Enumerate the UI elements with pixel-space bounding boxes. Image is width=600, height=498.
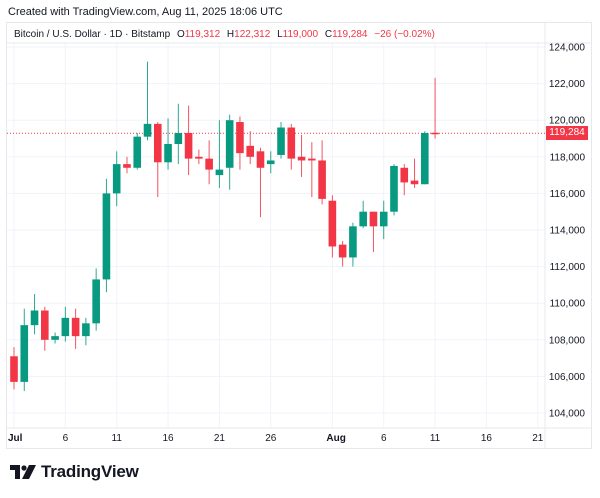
candle[interactable] bbox=[277, 122, 285, 159]
y-axis-tick-label: 124,000 bbox=[549, 43, 586, 54]
low-label: L bbox=[277, 29, 283, 40]
candle[interactable] bbox=[369, 211, 378, 252]
close-value: 119,284 bbox=[332, 29, 368, 40]
x-axis-tick-label: 16 bbox=[162, 433, 174, 444]
candle[interactable] bbox=[287, 123, 296, 170]
candle[interactable] bbox=[256, 147, 265, 218]
x-axis-tick-label: 21 bbox=[532, 433, 544, 444]
candle[interactable] bbox=[400, 164, 409, 196]
candle[interactable] bbox=[92, 268, 100, 331]
candle[interactable] bbox=[102, 178, 111, 293]
y-axis-tick-label: 106,000 bbox=[549, 372, 586, 383]
candle[interactable] bbox=[174, 103, 183, 165]
candle[interactable] bbox=[82, 317, 90, 346]
candle[interactable] bbox=[410, 158, 419, 188]
candle[interactable] bbox=[225, 114, 234, 190]
candle[interactable] bbox=[390, 164, 398, 216]
x-axis-tick-label: 11 bbox=[112, 433, 123, 444]
candle[interactable] bbox=[431, 77, 439, 139]
open-value: 119,312 bbox=[184, 29, 221, 40]
open-label: O bbox=[176, 29, 185, 40]
candle[interactable] bbox=[379, 200, 388, 240]
created-with-caption: Created with TradingView.com, Aug 11, 20… bbox=[8, 6, 283, 18]
x-axis-tick-label: 16 bbox=[481, 433, 493, 444]
close-label: C bbox=[324, 29, 333, 40]
y-axis-tick-label: 120,000 bbox=[549, 116, 586, 127]
candle[interactable] bbox=[328, 195, 337, 258]
candle[interactable] bbox=[123, 156, 131, 174]
y-axis-tick-label: 112,000 bbox=[550, 262, 586, 273]
y-axis-tick-label: 122,000 bbox=[549, 79, 586, 90]
high-label: H bbox=[226, 29, 235, 40]
high-value: 122,312 bbox=[234, 29, 271, 40]
candle[interactable] bbox=[41, 306, 49, 351]
candle[interactable] bbox=[61, 306, 70, 342]
y-axis-tick-label: 104,000 bbox=[549, 409, 586, 420]
candle[interactable] bbox=[215, 120, 224, 188]
candle[interactable] bbox=[143, 61, 152, 141]
symbol-title: Bitcoin / U.S. Dollar · 1D · Bitstamp bbox=[14, 29, 171, 40]
candle[interactable] bbox=[246, 131, 255, 165]
candle[interactable] bbox=[164, 118, 172, 170]
y-axis-tick-label: 108,000 bbox=[549, 335, 586, 346]
candle[interactable] bbox=[184, 105, 193, 176]
candle[interactable] bbox=[318, 140, 326, 205]
y-axis-tick-label: 118,000 bbox=[550, 152, 586, 163]
tradingview-logo-icon bbox=[10, 465, 36, 479]
candle[interactable] bbox=[421, 131, 429, 185]
change-value: −26 (−0.02%) bbox=[374, 29, 435, 40]
chart-frame bbox=[6, 22, 592, 449]
candle[interactable] bbox=[20, 308, 29, 392]
tradingview-logo-text: TradingView bbox=[41, 462, 139, 481]
tradingview-logo[interactable]: TradingView bbox=[10, 462, 139, 482]
candle[interactable] bbox=[153, 122, 162, 198]
candle[interactable] bbox=[195, 149, 203, 165]
last-price-tag: 119,284 bbox=[546, 126, 588, 141]
candle[interactable] bbox=[338, 240, 347, 267]
candle[interactable] bbox=[112, 151, 121, 207]
candle[interactable] bbox=[266, 151, 275, 174]
x-axis-tick-label: 26 bbox=[265, 433, 277, 444]
x-axis-tick-label: 11 bbox=[430, 433, 441, 444]
candle[interactable] bbox=[359, 200, 367, 229]
symbol-legend: Bitcoin / U.S. Dollar · 1D · Bitstamp O1… bbox=[14, 29, 435, 40]
candle[interactable] bbox=[30, 294, 39, 335]
candle[interactable] bbox=[71, 308, 80, 349]
y-axis-tick-label: 116,000 bbox=[550, 189, 586, 200]
candle[interactable] bbox=[349, 222, 357, 267]
candle[interactable] bbox=[308, 142, 316, 198]
candle[interactable] bbox=[297, 134, 306, 177]
y-axis-tick-label: 114,000 bbox=[550, 226, 586, 237]
x-axis-tick-label: Jul bbox=[8, 433, 23, 444]
candle[interactable] bbox=[133, 133, 142, 170]
y-axis-tick-label: 110,000 bbox=[550, 299, 586, 310]
x-axis-tick-label: Aug bbox=[326, 433, 345, 444]
candle[interactable] bbox=[51, 332, 59, 344]
low-value: 119,000 bbox=[282, 29, 319, 40]
candle[interactable] bbox=[205, 140, 213, 185]
x-axis-tick-label: 6 bbox=[63, 433, 69, 444]
x-axis-tick-label: 21 bbox=[214, 433, 226, 444]
x-axis-tick-label: 6 bbox=[381, 433, 387, 444]
candle[interactable] bbox=[10, 347, 18, 390]
candle[interactable] bbox=[236, 116, 244, 170]
